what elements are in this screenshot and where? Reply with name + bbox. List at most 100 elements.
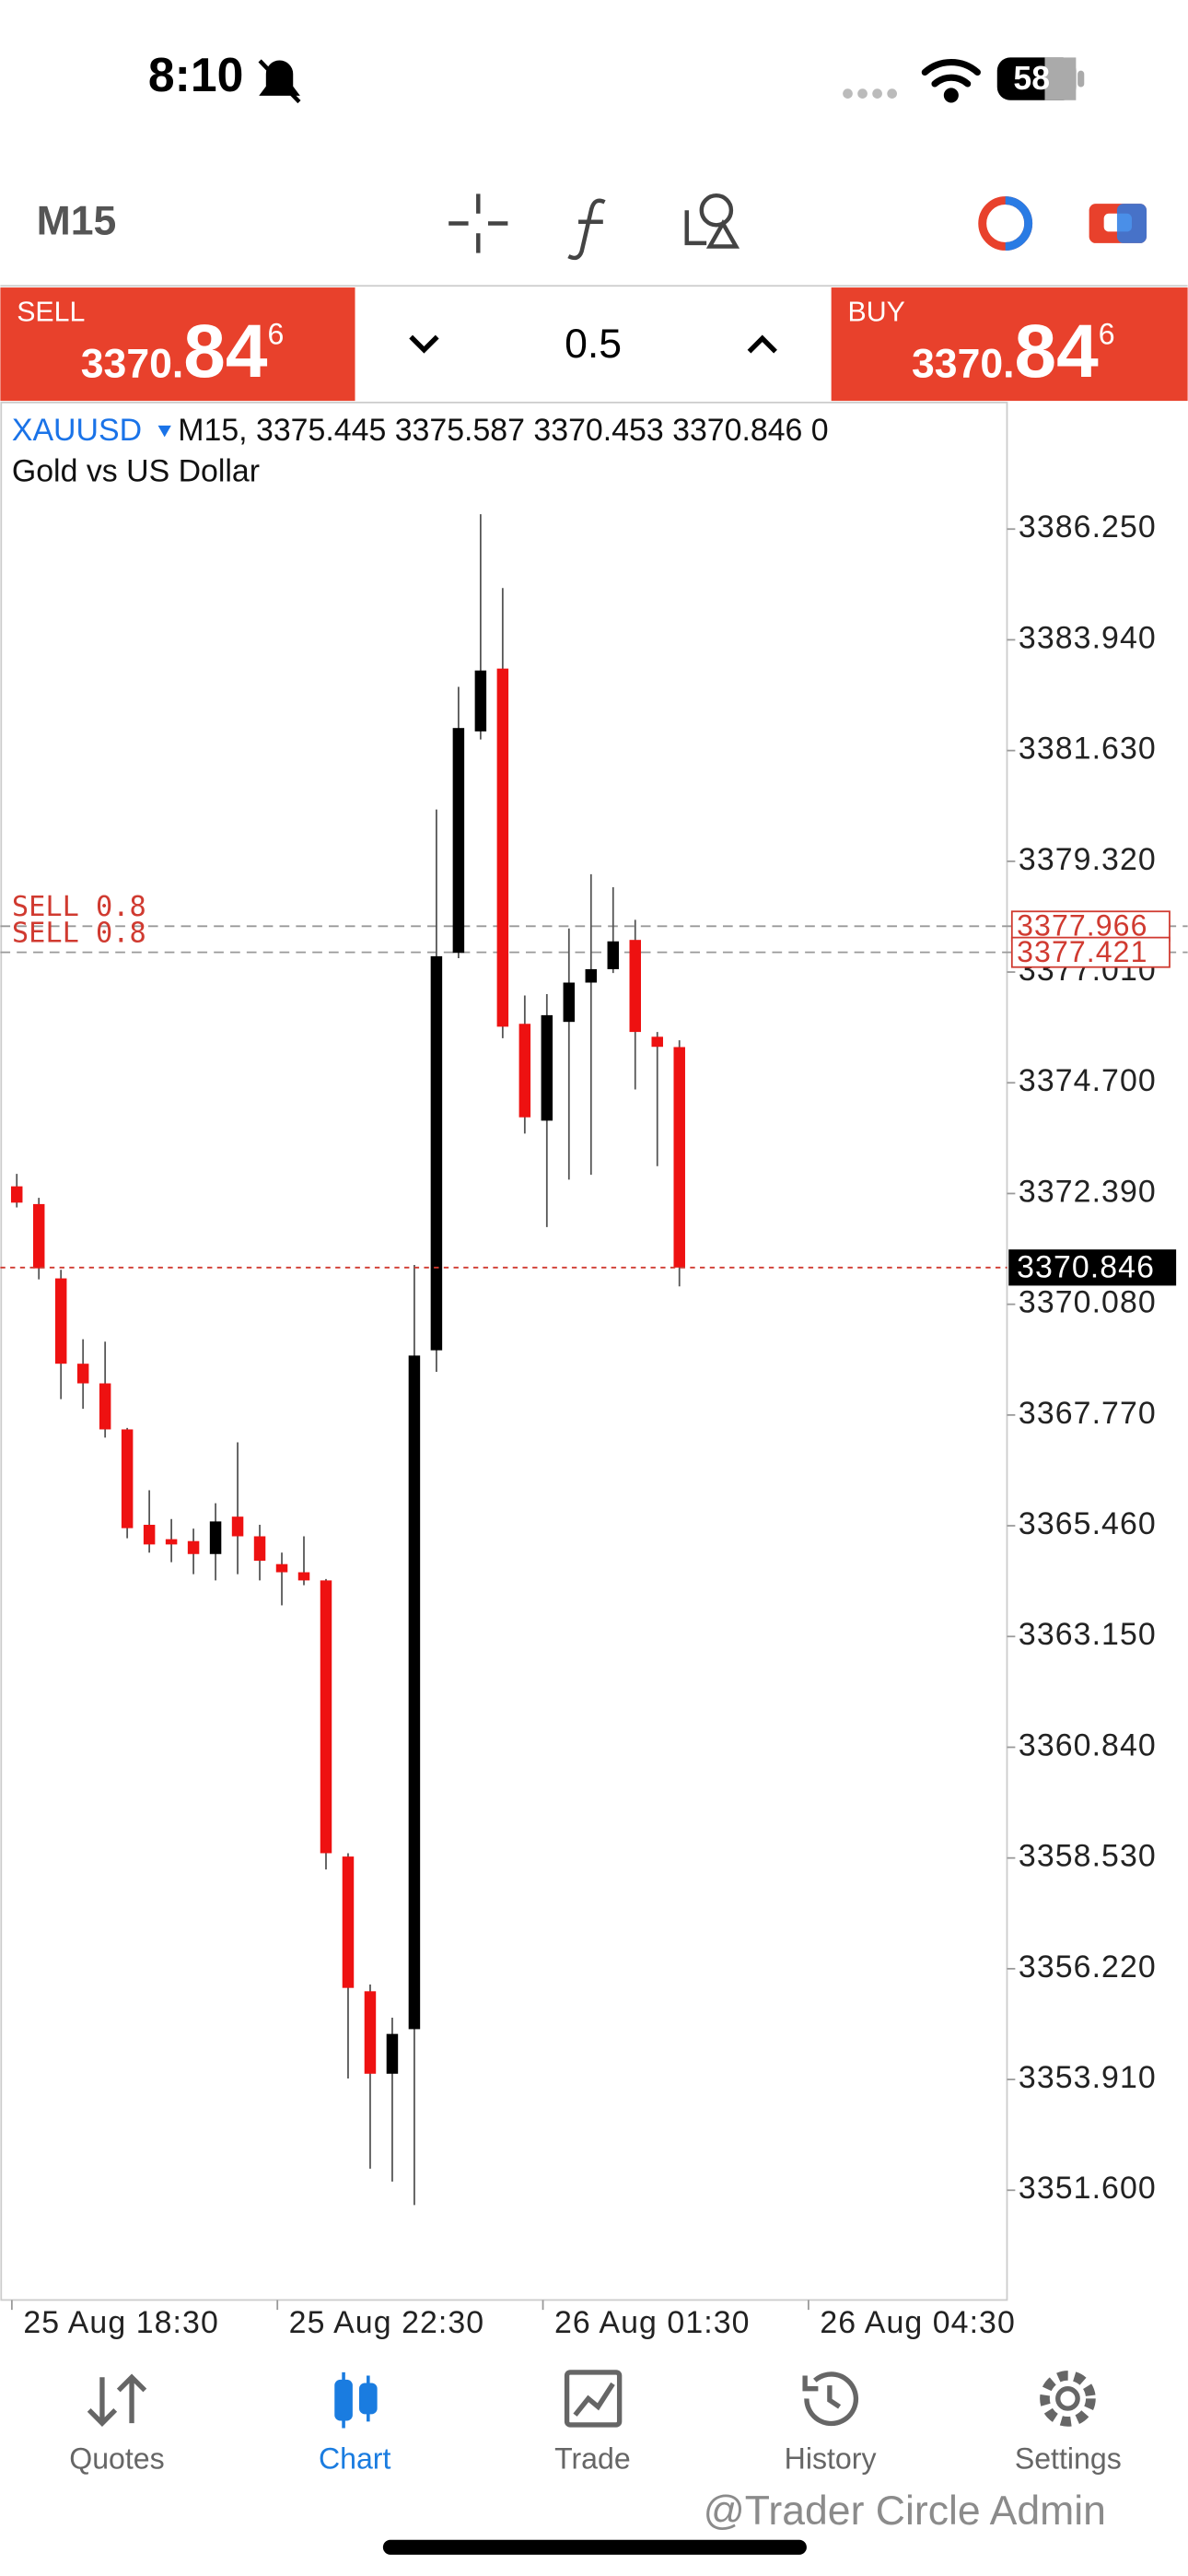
sell-button[interactable]: SELL 3370.846 — [0, 287, 355, 402]
symbol[interactable]: XAUUSD — [12, 413, 142, 448]
sell-price-sup: 6 — [268, 318, 285, 351]
candle-body — [121, 1429, 134, 1528]
volume-up[interactable] — [747, 334, 777, 354]
buy-button[interactable]: BUY 3370.846 — [831, 287, 1188, 402]
symbol-dropdown[interactable] — [157, 425, 171, 438]
candle-body — [187, 1540, 200, 1554]
trade-toggle-button[interactable] — [1089, 204, 1147, 243]
candle-body — [430, 955, 443, 1351]
nav-item[interactable]: Chart — [319, 2442, 391, 2476]
candle-body — [99, 1383, 111, 1430]
signal-icon — [843, 88, 897, 99]
candle-body — [76, 1364, 89, 1384]
y-tick-label: 3372.390 — [1019, 1174, 1157, 1209]
y-tick-label: 3386.250 — [1019, 509, 1157, 544]
candle-body — [474, 670, 487, 732]
sell-price: 3370.846 — [81, 310, 285, 393]
trade-icon — [564, 2370, 623, 2428]
order-price-label: 3377.421 — [1017, 935, 1147, 968]
quotes-icon — [87, 2373, 147, 2427]
volume-down[interactable] — [409, 334, 439, 354]
buy-price-sup: 6 — [1099, 318, 1115, 351]
candle-body — [607, 941, 620, 969]
candle-body — [320, 1580, 332, 1854]
chart: 3386.2503383.9403381.6303379.3203377.010… — [0, 509, 1188, 2340]
candle-body — [231, 1516, 244, 1537]
candle-body — [651, 1036, 663, 1048]
volume-value[interactable]: 0.5 — [565, 322, 622, 367]
history-icon — [802, 2371, 859, 2427]
candle-body — [253, 1536, 266, 1562]
symbol-description: Gold vs US Dollar — [12, 454, 260, 489]
candle-body — [518, 1024, 531, 1118]
volume-box — [355, 287, 832, 402]
battery-level: 58 — [1013, 60, 1050, 97]
nav-item[interactable]: History — [785, 2442, 877, 2476]
wifi-icon — [921, 59, 981, 103]
bottom-nav: Quotes Chart Trade History Settings — [69, 2442, 1121, 2476]
x-tick-label: 26 Aug 04:30 — [820, 2305, 1016, 2340]
candle-body — [275, 1563, 288, 1573]
order-line-label: SELL 0.8 — [12, 891, 146, 923]
candle-body — [452, 728, 465, 954]
ohlc-info: M15, 3375.445 3375.587 3370.453 3370.846… — [178, 413, 828, 448]
chart-icon — [334, 2371, 378, 2429]
candle-body — [54, 1278, 67, 1364]
mute-icon — [258, 59, 301, 104]
candle-body — [143, 1525, 156, 1545]
sell-label: SELL — [17, 298, 85, 328]
candle-body — [541, 1014, 553, 1121]
candle-body — [10, 1186, 23, 1203]
timeframe-button[interactable]: M15 — [37, 198, 117, 243]
candle-body — [496, 668, 509, 1027]
order-price-box — [1010, 910, 1171, 943]
candle-body — [408, 1355, 421, 2030]
current-price-label: 3370.846 — [1017, 1250, 1155, 1285]
nav-item[interactable]: Trade — [554, 2442, 631, 2476]
order-price-box — [1010, 936, 1171, 968]
y-tick-label: 3358.530 — [1019, 1839, 1157, 1874]
current-price-box — [1008, 1249, 1177, 1286]
candle-body — [209, 1521, 222, 1554]
sell-price-big: 84 — [183, 310, 268, 393]
y-tick-label: 3367.770 — [1019, 1396, 1157, 1431]
candle-body — [165, 1539, 178, 1545]
candle-body — [342, 1856, 355, 1988]
x-tick-label: 26 Aug 01:30 — [554, 2305, 751, 2340]
nav-item[interactable]: Settings — [1015, 2442, 1122, 2476]
buy-price-main: 3370. — [912, 341, 1015, 386]
candle-body — [563, 982, 576, 1023]
candle-body — [585, 968, 598, 983]
battery-icon: 58 — [996, 57, 1085, 100]
settings-icon — [1040, 2371, 1096, 2427]
buy-price-big: 84 — [1015, 310, 1100, 393]
buy-price: 3370.846 — [912, 310, 1115, 393]
watermark: @Trader Circle Admin — [704, 2488, 1106, 2534]
one-click-button[interactable] — [978, 196, 1033, 251]
objects-button[interactable] — [684, 193, 740, 249]
crosshair-button[interactable] — [448, 193, 508, 253]
candle-body — [364, 1991, 377, 2074]
x-tick-label: 25 Aug 18:30 — [23, 2305, 219, 2340]
nav-icons — [87, 2370, 1096, 2429]
sell-price-main: 3370. — [81, 341, 184, 386]
candle-body — [386, 2033, 399, 2074]
y-tick-label: 3353.910 — [1019, 2060, 1157, 2095]
y-tick-label: 3356.220 — [1019, 1950, 1157, 1985]
y-tick-label: 3351.600 — [1019, 2171, 1157, 2206]
candle-body — [297, 1572, 310, 1581]
y-tick-label: 3374.700 — [1019, 1063, 1157, 1098]
y-tick-label: 3381.630 — [1019, 732, 1157, 767]
chart-info: XAUUSD M15, 3375.445 3375.587 3370.453 33… — [12, 413, 829, 448]
indicators-button[interactable] — [567, 198, 606, 261]
candle-body — [629, 940, 641, 1033]
y-tick-label: 3379.320 — [1019, 842, 1157, 877]
x-tick-label: 25 Aug 22:30 — [289, 2305, 485, 2340]
y-tick-label: 3363.150 — [1019, 1617, 1157, 1652]
home-indicator — [382, 2539, 807, 2555]
order-line-label: SELL 0.8 — [12, 918, 146, 950]
nav-item[interactable]: Quotes — [69, 2442, 164, 2476]
